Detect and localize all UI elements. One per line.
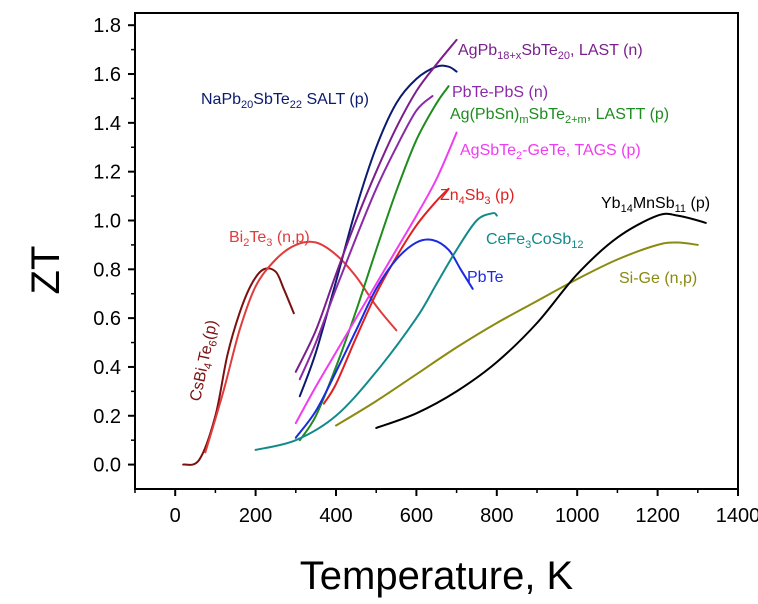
series-label-part: CeFe	[486, 231, 525, 248]
series-label-part: 3	[525, 239, 531, 251]
series-label-part: 4	[202, 362, 215, 370]
series-label-part: 18+x	[497, 50, 522, 62]
x-tick-label: 400	[319, 505, 352, 527]
series-line-pbtepbs	[298, 95, 434, 381]
plot-frame	[134, 12, 739, 490]
x-tick-label: 1400	[716, 505, 758, 527]
series-label-part: 2	[243, 237, 249, 249]
series-labels: CsBi4Te6(p)Bi2Te3 (n,p)NaPb20SbTe22 SALT…	[187, 42, 710, 403]
x-tick-label: 1200	[635, 505, 680, 527]
series-label-part: CoSb	[531, 231, 571, 248]
series-label-part: Si-Ge (n,p)	[619, 270, 697, 287]
series-label-part: MnSb	[633, 195, 675, 212]
series-label-part: -GeTe, TAGS (p)	[522, 142, 641, 159]
series-label-part: Zn	[440, 187, 459, 204]
y-tick-label: 1.2	[93, 162, 121, 184]
series-label-part: Sb	[465, 187, 485, 204]
series-label-bi2te3: Bi2Te3 (n,p)	[229, 229, 310, 249]
axis-ticks: 0 200 400 600 800 1000 1200 1400 0.0 0.2 0.4 0.6 0.8…	[93, 15, 758, 527]
series-label-part: (p)	[491, 187, 515, 204]
series-label-part: 3	[266, 237, 272, 249]
series-label-part: 2	[516, 150, 522, 162]
series-label-yb14mnsb11: Yb14MnSb11 (p)	[601, 195, 710, 215]
series-label-part: SbTe	[529, 106, 566, 123]
series-lines	[182, 38, 707, 466]
x-tick-label: 600	[400, 505, 433, 527]
x-tick-label: 800	[480, 505, 513, 527]
series-label-sige: Si-Ge (n,p)	[619, 270, 697, 287]
series-label-part: 20	[241, 99, 253, 111]
y-tick-label: 0.0	[93, 455, 121, 477]
series-label-lastt: Ag(PbSn)mSbTe2+m, LASTT (p)	[450, 106, 669, 126]
series-label-part: , LAST (n)	[570, 42, 643, 59]
series-line-zn4sb3	[322, 187, 450, 405]
series-line-last	[294, 38, 458, 373]
series-label-part: NaPb	[201, 91, 241, 108]
series-label-part: 22	[290, 99, 302, 111]
y-axis-title: ZT	[24, 246, 68, 295]
series-label-pbte: PbTe	[467, 269, 504, 286]
series-label-cefe3cosb12: CeFe3CoSb12	[486, 231, 584, 251]
series-line-sige	[335, 241, 699, 427]
series-line-yb14mnsb11	[375, 212, 707, 429]
x-tick-label: 1000	[555, 505, 600, 527]
series-label-part: SbTe	[521, 42, 558, 59]
series-label-part: Te	[249, 229, 266, 246]
series-label-part: CsBi	[187, 366, 211, 403]
series-label-part: (n,p)	[272, 229, 309, 246]
series-line-nasalt	[298, 64, 458, 398]
series-line-cefe3cosb12	[254, 212, 498, 451]
series-label-pbtepbs: PbTe-PbS (n)	[452, 84, 548, 101]
series-label-part: SbTe	[253, 91, 290, 108]
series-line-lastt	[298, 85, 450, 442]
series-label-part: Yb	[601, 195, 621, 212]
series-label-part: 12	[571, 239, 583, 251]
series-label-part: Ag(PbSn)	[450, 106, 519, 123]
series-label-part: 2+m	[565, 114, 587, 126]
series-line-bi2te3	[204, 240, 398, 454]
y-tick-label: 1.8	[93, 15, 121, 37]
series-label-part: AgPb	[458, 42, 497, 59]
series-label-part: 3	[484, 195, 490, 207]
series-label-csbi4te6: CsBi4Te6(p)	[187, 319, 224, 404]
series-label-zn4sb3: Zn4Sb3 (p)	[440, 187, 515, 207]
series-label-part: 4	[459, 195, 465, 207]
series-label-part: Bi	[229, 229, 243, 246]
series-label-part: , LASTT (p)	[587, 106, 669, 123]
series-label-part: (p)	[200, 319, 221, 342]
series-label-part: Te	[196, 344, 216, 364]
y-tick-label: 1.6	[93, 64, 121, 86]
y-tick-label: 0.8	[93, 259, 121, 281]
series-label-part: 11	[675, 203, 686, 215]
x-axis-title: Temperature, K	[300, 554, 574, 598]
x-tick-label: 0	[170, 505, 181, 527]
series-line-csbi4te6	[182, 267, 295, 466]
series-line-tags	[294, 131, 458, 425]
x-tick-label: 200	[239, 505, 272, 527]
series-label-part: 20	[558, 50, 570, 62]
series-label-part: (p)	[686, 195, 710, 212]
series-label-part: m	[519, 114, 528, 126]
series-label-last: AgPb18+xSbTe20, LAST (n)	[458, 42, 643, 62]
y-tick-label: 1.0	[93, 210, 121, 232]
series-label-part: PbTe-PbS (n)	[452, 84, 548, 101]
y-tick-label: 0.6	[93, 308, 121, 330]
y-tick-label: 0.4	[93, 357, 121, 379]
series-label-tags: AgSbTe2-GeTe, TAGS (p)	[460, 142, 641, 162]
series-label-part: 14	[621, 203, 633, 215]
series-label-part: PbTe	[467, 269, 504, 286]
series-label-nasalt: NaPb20SbTe22 SALT (p)	[201, 91, 369, 111]
y-tick-label: 0.2	[93, 406, 121, 428]
y-tick-label: 1.4	[93, 113, 121, 135]
series-label-part: SALT (p)	[302, 91, 369, 108]
series-label-part: 6	[207, 339, 220, 347]
series-label-part: AgSbTe	[460, 142, 516, 159]
